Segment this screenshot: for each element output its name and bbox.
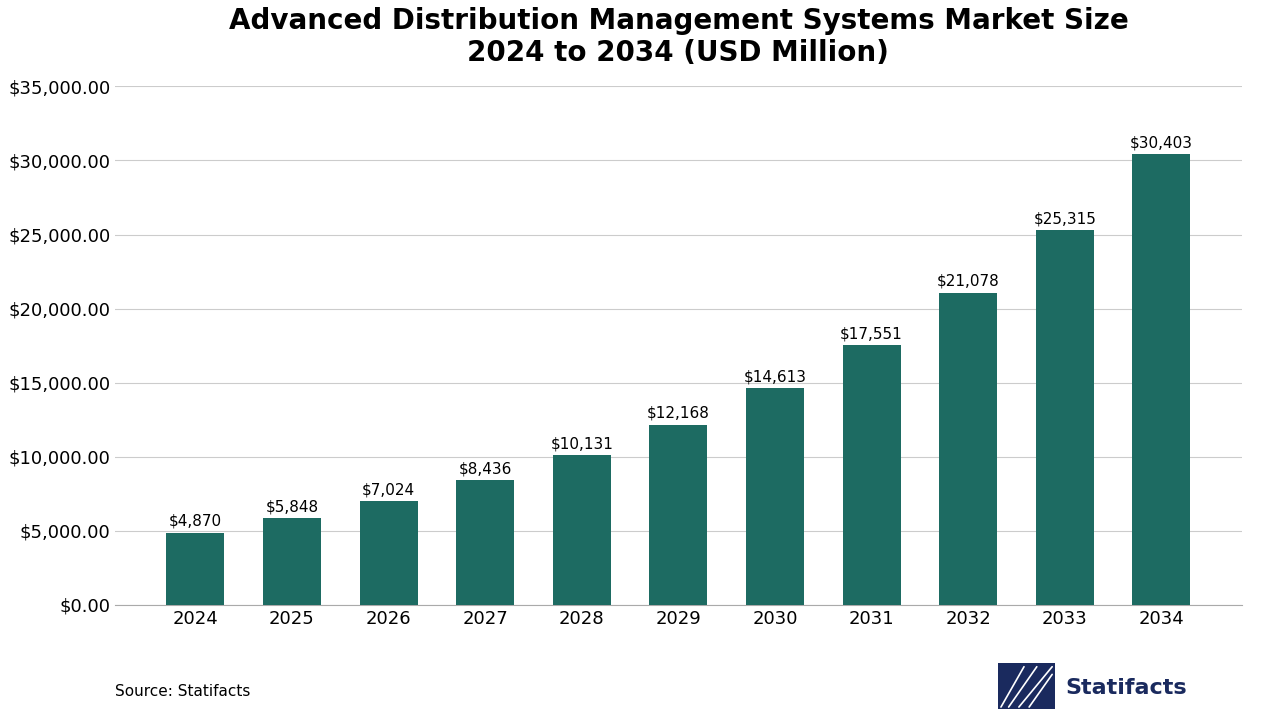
- Bar: [940, 292, 997, 605]
- Text: $21,078: $21,078: [937, 274, 1000, 289]
- Title: Advanced Distribution Management Systems Market Size
2024 to 2034 (USD Million): Advanced Distribution Management Systems…: [229, 7, 1128, 68]
- Bar: [746, 388, 804, 605]
- Bar: [649, 425, 708, 605]
- Text: $30,403: $30,403: [1130, 136, 1193, 150]
- Bar: [456, 480, 515, 605]
- Text: Source: Statifacts: Source: Statifacts: [115, 684, 251, 698]
- Text: $14,613: $14,613: [744, 369, 806, 384]
- Text: $25,315: $25,315: [1033, 211, 1096, 226]
- Bar: [553, 455, 611, 605]
- Bar: [1036, 230, 1094, 605]
- Bar: [1133, 155, 1190, 605]
- Text: $7,024: $7,024: [362, 482, 415, 497]
- Text: $17,551: $17,551: [840, 326, 902, 341]
- FancyBboxPatch shape: [998, 663, 1055, 709]
- Bar: [262, 518, 321, 605]
- Text: $8,436: $8,436: [458, 461, 512, 476]
- Text: Statifacts: Statifacts: [1065, 678, 1187, 698]
- Text: $5,848: $5,848: [265, 500, 319, 515]
- Text: $12,168: $12,168: [646, 406, 710, 421]
- Text: $10,131: $10,131: [550, 436, 613, 451]
- Bar: [166, 533, 224, 605]
- Bar: [842, 345, 901, 605]
- Text: $4,870: $4,870: [169, 514, 221, 529]
- Bar: [360, 501, 417, 605]
